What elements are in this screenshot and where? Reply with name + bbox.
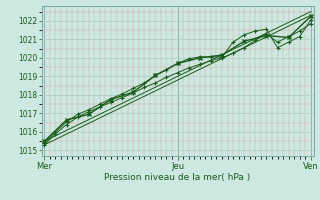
X-axis label: Pression niveau de la mer( hPa ): Pression niveau de la mer( hPa ): [104, 173, 251, 182]
